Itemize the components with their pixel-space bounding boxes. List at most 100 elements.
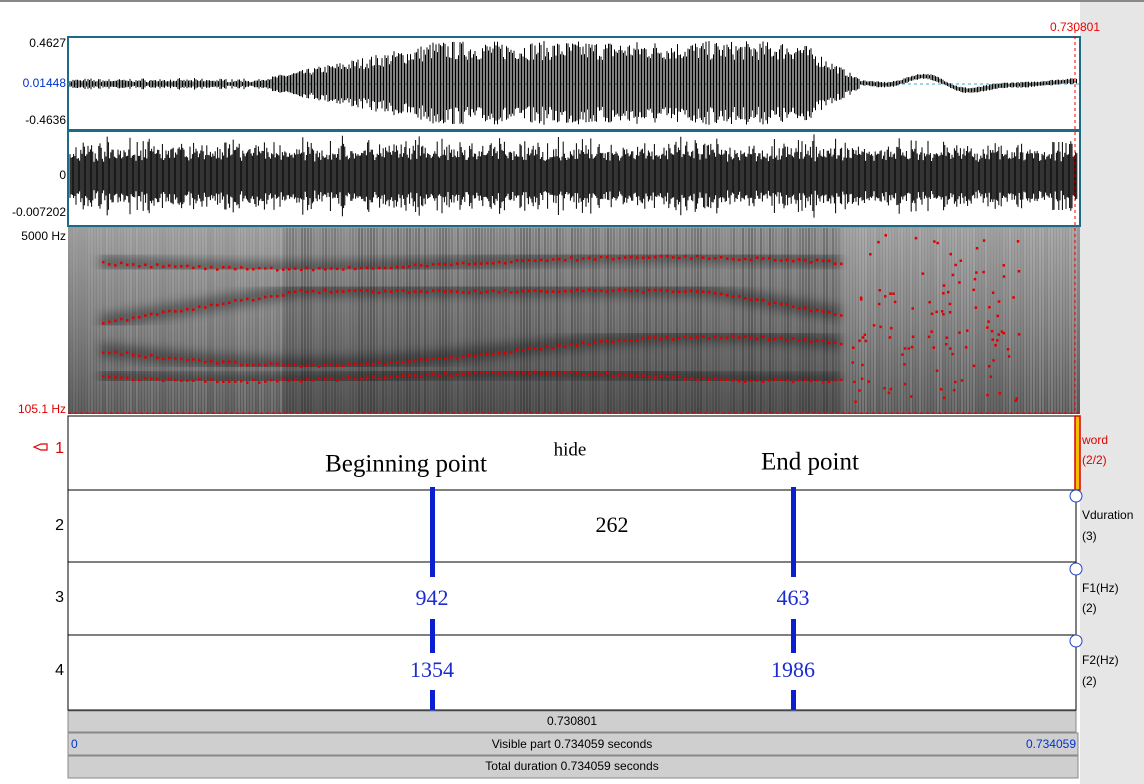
visible-bar[interactable]: [67, 732, 1079, 756]
formant-dot: [660, 337, 663, 341]
spectrogram-strip: [1024, 228, 1026, 413]
formant-dot: [988, 365, 991, 368]
formant-dot: [210, 265, 213, 269]
tier-handle[interactable]: [1069, 562, 1083, 576]
formant-dot: [726, 336, 729, 340]
formant-dot: [582, 341, 585, 345]
formant-dot: [198, 359, 201, 362]
spectrogram-strip: [628, 228, 630, 413]
spectrogram-strip: [874, 228, 876, 413]
spectrogram-strip: [487, 228, 489, 413]
spectrogram-strip: [994, 228, 996, 413]
formant-dot: [982, 270, 985, 274]
spectrogram-strip: [307, 228, 309, 413]
formant-dot: [935, 310, 938, 314]
formant-dot: [102, 260, 105, 264]
formant-dot: [444, 290, 447, 293]
formant-dot: [1017, 333, 1021, 336]
spectrogram-strip: [970, 228, 972, 413]
formant-dot: [348, 362, 351, 365]
formant-dot: [360, 363, 363, 366]
visible-end: 0.734059: [1026, 737, 1076, 751]
formant-dot: [932, 346, 935, 349]
frequency-min: 105.1 Hz: [18, 402, 66, 416]
formant-dot: [510, 351, 513, 354]
formant-dot: [972, 288, 975, 292]
spectrogram-strip: [493, 228, 495, 413]
total-bar[interactable]: [67, 755, 1079, 779]
spectrogram-strip: [184, 228, 186, 413]
formant-dot: [354, 362, 357, 366]
spectrogram-strip: [643, 228, 645, 413]
total-duration: Total duration 0.734059 seconds: [485, 759, 658, 773]
formant-dot: [756, 337, 759, 341]
formant-dot: [660, 288, 663, 292]
spectrogram-strip: [229, 228, 231, 413]
spectrogram-strip: [1030, 228, 1032, 413]
formant-dot: [1002, 275, 1006, 278]
spectrogram-strip: [661, 228, 663, 413]
spectrogram-strip: [967, 228, 969, 413]
formant-dot: [606, 255, 609, 259]
spectrogram-strip: [259, 228, 261, 413]
formant-dot: [540, 290, 543, 293]
formant-dot: [396, 289, 399, 292]
formant-dot: [666, 254, 669, 258]
spectrogram-strip: [91, 228, 93, 413]
formant-dot: [966, 329, 969, 332]
spectrogram-strip: [415, 228, 417, 413]
spectrogram-strip: [448, 228, 450, 413]
spectrogram-strip: [688, 228, 690, 413]
spectrogram-strip: [1015, 228, 1017, 413]
formant-dot: [426, 264, 429, 268]
formant-dot: [264, 363, 267, 367]
formant-dot: [834, 262, 837, 265]
spectrogram-strip: [895, 228, 897, 413]
formant-dot: [516, 372, 519, 375]
formant-dot: [606, 339, 609, 343]
formant-dot: [504, 262, 507, 265]
formant-dot: [240, 379, 243, 383]
cursor-time: 0.730801: [1050, 20, 1100, 34]
formant-dot: [954, 263, 957, 267]
spectrogram-strip: [517, 228, 519, 413]
formant-dot: [684, 378, 687, 381]
spectrogram-strip: [658, 228, 660, 413]
formant-dot: [294, 378, 297, 382]
formant-dot: [528, 259, 531, 262]
formant-dot: [576, 288, 579, 292]
formant-dot: [138, 316, 141, 319]
tier-handle[interactable]: [1069, 489, 1083, 503]
formant-dot: [986, 326, 989, 329]
formant-dot: [930, 330, 933, 333]
formant-dot: [804, 378, 807, 382]
formant-dot: [108, 351, 111, 355]
spectrogram-strip: [634, 228, 636, 413]
formant-dot: [940, 310, 944, 313]
spectrogram-strip: [787, 228, 789, 413]
spectrogram-strip: [445, 228, 447, 413]
spectrogram-strip: [85, 228, 87, 413]
formant-dot: [678, 256, 681, 260]
formant-dot: [480, 371, 483, 375]
formant-dot: [780, 336, 783, 340]
formant-dot: [498, 291, 501, 294]
selection-bar[interactable]: [67, 710, 1077, 733]
formant-dot: [558, 257, 561, 261]
formant-dot: [534, 347, 537, 350]
formant-dot: [114, 350, 117, 354]
formant-dot: [630, 374, 633, 377]
spectrogram-strip: [436, 228, 438, 413]
formant-dot: [198, 378, 201, 381]
formant-dot: [516, 348, 519, 351]
spectrogram-strip: [868, 228, 870, 413]
formant-dot: [372, 267, 375, 270]
spectrogram-strip: [265, 228, 267, 413]
formant-dot: [294, 290, 297, 294]
formant-dot: [949, 347, 952, 350]
formant-dot: [378, 377, 381, 380]
tier-handle[interactable]: [1069, 634, 1083, 648]
formant-dot: [300, 288, 303, 292]
spectrogram-strip: [853, 228, 855, 413]
formant-dot: [132, 354, 135, 357]
